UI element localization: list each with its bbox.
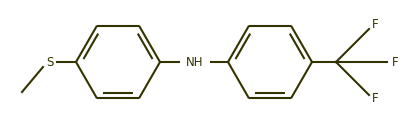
Text: F: F	[372, 19, 378, 31]
Text: F: F	[392, 56, 398, 68]
Text: F: F	[372, 92, 378, 106]
Text: S: S	[46, 56, 54, 68]
Text: NH: NH	[186, 56, 204, 68]
